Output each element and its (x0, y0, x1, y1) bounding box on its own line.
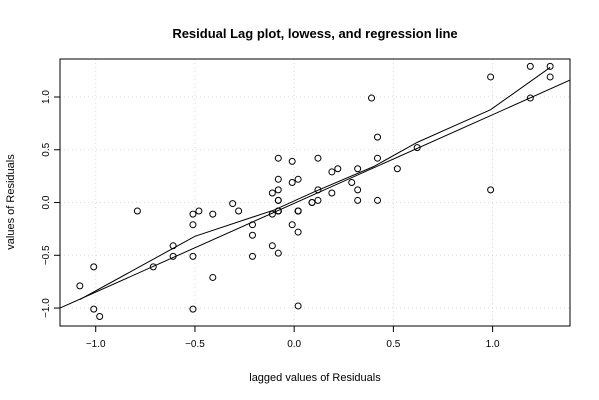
data-point (274, 249, 282, 257)
data-point (189, 221, 197, 229)
grid-lines (60, 59, 570, 326)
y-tick-label-1: −0.5 (41, 245, 52, 265)
data-point (209, 210, 217, 218)
data-point (229, 200, 237, 208)
data-point (248, 221, 256, 229)
y-tick-label-4: 1.0 (41, 90, 52, 104)
data-point (294, 302, 302, 310)
x-tick-label-1: −0.5 (185, 339, 205, 350)
data-point (314, 186, 322, 194)
data-point (288, 178, 296, 186)
data-point (314, 154, 322, 162)
plot-frame (59, 58, 571, 327)
data-point (96, 313, 104, 321)
data-point (314, 196, 322, 204)
scatter-points (76, 62, 554, 321)
data-point (334, 165, 342, 173)
y-tick-label-0: −1.0 (41, 298, 52, 318)
y-tick-label-3: 0.5 (41, 142, 52, 156)
data-point (294, 207, 302, 215)
data-point (288, 157, 296, 165)
data-point (526, 94, 534, 102)
y-axis: −1.0 −0.5 0.0 0.5 1.0 (41, 90, 60, 318)
data-point (149, 263, 157, 271)
data-point (294, 175, 302, 183)
data-point (248, 231, 256, 239)
data-point (374, 133, 382, 141)
data-point (413, 144, 421, 152)
x-axis: −1.0 −0.5 0.0 0.5 1.0 (86, 326, 500, 350)
data-point (133, 207, 141, 215)
data-point (189, 305, 197, 313)
fitted-lines (60, 67, 570, 309)
data-point (354, 196, 362, 204)
x-tick-label-0: −1.0 (86, 339, 106, 350)
data-point (288, 221, 296, 229)
data-point (328, 189, 336, 197)
data-point (274, 186, 282, 194)
x-tick-label-2: 0.0 (287, 339, 301, 350)
data-point (169, 252, 177, 260)
data-point (328, 168, 336, 176)
data-point (526, 62, 534, 70)
data-point (374, 154, 382, 162)
data-point (189, 252, 197, 260)
data-point (308, 199, 316, 207)
data-point (274, 207, 282, 215)
data-point (368, 94, 376, 102)
data-point (90, 305, 98, 313)
data-point (248, 252, 256, 260)
data-point (274, 196, 282, 204)
data-point (487, 73, 495, 81)
lowess-line (79, 67, 551, 301)
y-axis-label: values of Residuals (5, 154, 17, 250)
data-point (274, 154, 282, 162)
regression-line (60, 79, 570, 309)
data-point (546, 73, 554, 81)
y-tick-label-2: 0.0 (41, 195, 52, 209)
data-point (195, 207, 203, 215)
x-tick-label-4: 1.0 (486, 339, 500, 350)
data-point (189, 210, 197, 218)
data-point (268, 210, 276, 218)
data-point (268, 242, 276, 250)
data-point (235, 207, 243, 215)
data-point (274, 175, 282, 183)
data-point (90, 263, 98, 271)
chart-title: Residual Lag plot, lowess, and regressio… (172, 26, 457, 41)
data-point (546, 62, 554, 70)
data-point (169, 242, 177, 250)
data-point (374, 196, 382, 204)
data-point (348, 178, 356, 186)
x-axis-label: lagged values of Residuals (249, 372, 381, 384)
data-point (354, 165, 362, 173)
data-point (294, 228, 302, 236)
data-point (209, 273, 217, 281)
x-tick-label-3: 0.5 (386, 339, 400, 350)
data-point (76, 282, 84, 290)
data-point (487, 186, 495, 194)
data-point (393, 165, 401, 173)
data-point (268, 189, 276, 197)
data-point (354, 186, 362, 194)
